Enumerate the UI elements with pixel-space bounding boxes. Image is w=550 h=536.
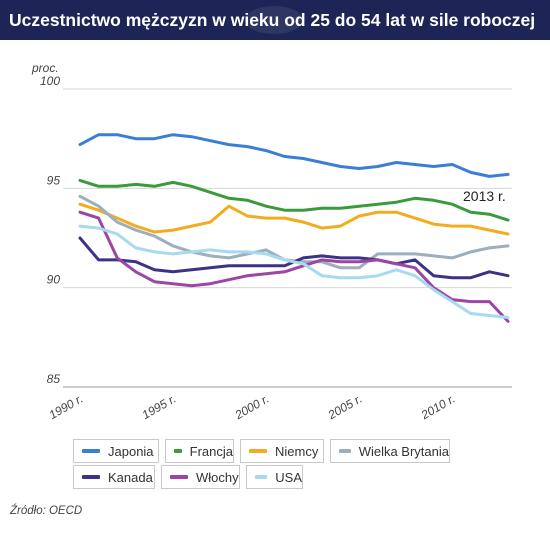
series-line-włochy: [78, 210, 510, 323]
year-annotation: 2013 r.: [463, 188, 506, 204]
legend-swatch: [82, 475, 100, 479]
y-tick-label: 95: [47, 173, 61, 187]
y-tick-label: 85: [47, 372, 61, 386]
legend-swatch: [170, 475, 188, 479]
legend-label: Kanada: [108, 469, 153, 485]
legend-swatch: [174, 449, 182, 453]
legend-item-francja[interactable]: Francja: [165, 439, 234, 463]
legend-swatch: [82, 449, 100, 453]
y-axis-unit-label: proc.: [32, 61, 59, 75]
x-tick-label: 1995 r.: [140, 391, 179, 422]
y-tick-label: 100: [40, 74, 60, 88]
legend-item-kanada[interactable]: Kanada: [73, 465, 155, 489]
legend-item-japonia[interactable]: Japonia: [73, 439, 159, 463]
title-bar: Uczestnictwo mężczyzn w wieku od 25 do 5…: [0, 0, 550, 40]
watermark-logo: [245, 6, 303, 34]
legend-item-niemcy[interactable]: Niemcy: [240, 439, 324, 463]
legend-swatch: [249, 449, 267, 453]
series-line-francja: [78, 178, 510, 222]
legend-label: Włochy: [196, 469, 239, 485]
x-tick-label: 2010 r.: [418, 391, 458, 422]
legend-label: Francja: [189, 443, 233, 459]
series-line-usa: [78, 224, 510, 319]
chart-title: Uczestnictwo mężczyzn w wieku od 25 do 5…: [9, 10, 536, 30]
x-tick-label: 1990 r.: [47, 391, 86, 422]
legend-label: Japonia: [108, 443, 154, 459]
legend-label: Niemcy: [275, 443, 319, 459]
legend-label: USA: [275, 469, 302, 485]
series-line-niemcy: [78, 202, 510, 236]
legend-item-wielka-brytania[interactable]: Wielka Brytania: [330, 439, 450, 463]
legend-item-włochy[interactable]: Włochy: [161, 465, 240, 489]
x-tick-label: 2000 r.: [232, 391, 272, 422]
line-chart: 85 90 95 100 1990 r. 1995 r. 2000 r. 2005 r. 201…: [40, 74, 512, 423]
legend-label: Wielka Brytania: [358, 443, 449, 459]
x-tick-label: 2005 r.: [325, 391, 365, 422]
series-line-japonia: [78, 133, 510, 178]
y-tick-label: 90: [47, 273, 61, 287]
legend-item-usa[interactable]: USA: [246, 465, 303, 489]
legend-swatch: [255, 475, 268, 479]
legend-swatch: [339, 449, 351, 453]
series-line-wielka-brytania: [78, 194, 510, 270]
source-note: Źródło: OECD: [10, 505, 83, 517]
